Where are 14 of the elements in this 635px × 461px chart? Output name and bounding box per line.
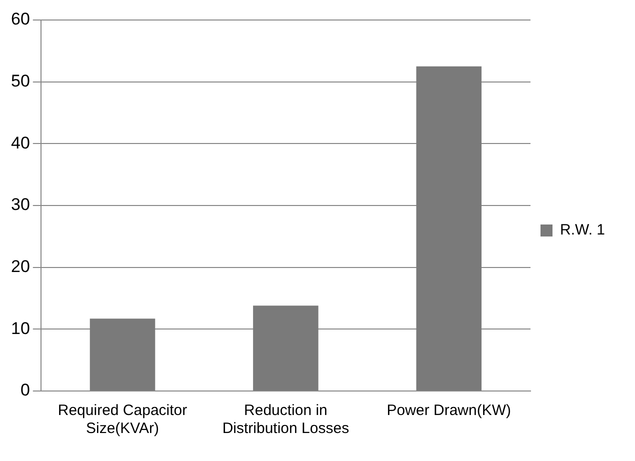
bar	[253, 306, 318, 390]
bar	[90, 318, 156, 390]
y-tick-label: 0	[20, 380, 30, 400]
y-tick-label: 60	[10, 10, 30, 29]
x-tick-label: Reduction in Distribution Losses	[222, 402, 350, 438]
y-tick-label: 10	[10, 318, 30, 338]
y-tick-label: 50	[10, 72, 30, 91]
legend-label: R.W. 1	[560, 222, 606, 239]
y-tick-label: 40	[10, 133, 30, 152]
x-tick-label: Required Capacitor Size(KVAr)	[58, 402, 188, 438]
y-tick-label: 30	[10, 195, 30, 214]
x-tick-label: Power Drawn(KW)	[386, 402, 511, 420]
bar	[416, 66, 482, 390]
y-tick-label: 20	[10, 257, 30, 276]
